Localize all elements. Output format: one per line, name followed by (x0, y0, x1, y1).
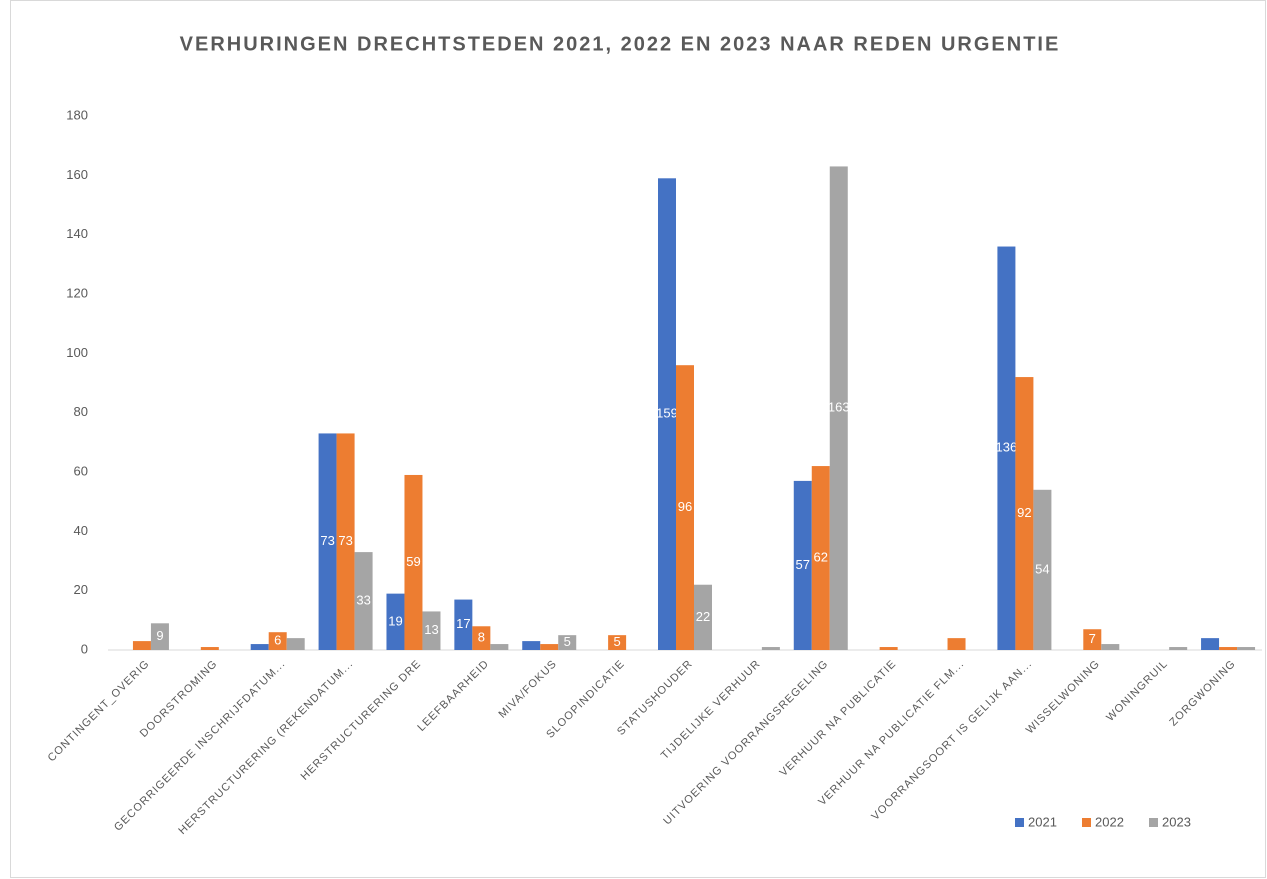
bar (694, 584, 712, 650)
data-label: 9 (156, 628, 163, 643)
y-tick-label: 140 (66, 226, 88, 241)
y-tick-label: 40 (74, 523, 88, 538)
data-label: 8 (478, 630, 485, 645)
bar (540, 644, 559, 650)
legend-swatch (1149, 818, 1158, 827)
bar (150, 623, 169, 650)
data-label: 5 (614, 634, 621, 649)
data-label: 5 (564, 634, 571, 649)
bar (658, 178, 676, 651)
bar (997, 246, 1016, 651)
x-tick-label: DOORSTROMING (138, 658, 220, 740)
bar (947, 638, 966, 650)
x-tick-label: CONTINGENT_OVERIG (46, 658, 153, 765)
bar (1101, 644, 1120, 650)
bar (1015, 377, 1034, 650)
y-tick-label: 160 (66, 167, 88, 182)
bar (1201, 638, 1220, 650)
data-label: 163 (828, 400, 850, 415)
y-tick-label: 100 (66, 345, 88, 360)
chart-border (10, 0, 1266, 878)
y-tick-label: 0 (81, 641, 88, 656)
bar (522, 641, 541, 650)
bar (676, 365, 694, 650)
data-label: 62 (814, 549, 828, 564)
x-tick-label: HERSTRUCTURERING DRE (299, 658, 424, 783)
legend-label: 2022 (1095, 814, 1124, 829)
bar (422, 611, 441, 650)
bar (761, 647, 780, 650)
bar (829, 166, 848, 650)
bar (879, 647, 898, 650)
x-tick-label: MIVA/FOKUS (496, 658, 559, 721)
data-label: 13 (424, 622, 438, 637)
bar (318, 433, 337, 650)
bar (1237, 647, 1256, 650)
bar (268, 632, 287, 650)
x-tick-label: VERHUUR NA PUBLICATIE FLM... (816, 658, 966, 808)
data-label: 96 (678, 499, 692, 514)
data-label: 57 (796, 557, 810, 572)
data-label: 159 (656, 406, 678, 421)
data-label: 73 (320, 533, 334, 548)
data-label: 6 (274, 633, 281, 648)
x-tick-label: VOORRANGSOORT IS GELIJK AAN... (869, 658, 1034, 823)
x-tick-label: STATUSHOUDER (615, 658, 695, 738)
chart-title: VERHURINGEN DRECHTSTEDEN 2021, 2022 EN 2… (180, 33, 1061, 55)
x-tick-label: WISSELWONING (1024, 658, 1103, 737)
data-label: 22 (696, 609, 710, 624)
y-tick-label: 80 (74, 404, 88, 419)
bar (472, 626, 491, 650)
bar (386, 593, 405, 650)
bar (1169, 647, 1188, 650)
data-label: 59 (406, 554, 420, 569)
bar (793, 480, 812, 650)
bar (1033, 489, 1052, 650)
legend-label: 2023 (1162, 814, 1191, 829)
data-label: 73 (338, 533, 352, 548)
bar (811, 466, 830, 650)
bar (250, 644, 269, 650)
data-label: 136 (996, 440, 1018, 455)
y-tick-label: 20 (74, 582, 88, 597)
legend-swatch (1082, 818, 1091, 827)
data-label: 7 (1089, 631, 1096, 646)
bar (1083, 629, 1102, 650)
y-tick-label: 120 (66, 285, 88, 300)
data-label: 92 (1017, 505, 1031, 520)
x-tick-label: ZORGWONING (1167, 658, 1238, 729)
legend-label: 2021 (1028, 814, 1057, 829)
bar (132, 641, 151, 650)
bar (404, 474, 423, 650)
bar (454, 599, 473, 650)
x-tick-label: VERHUUR NA PUBLICATIE (778, 658, 899, 779)
bar (200, 647, 219, 650)
legend-swatch (1015, 818, 1024, 827)
bar (558, 635, 577, 650)
data-label: 54 (1035, 561, 1049, 576)
data-label: 17 (456, 616, 470, 631)
bar (1219, 647, 1238, 650)
bar (286, 638, 305, 650)
bar (354, 552, 373, 650)
data-label: 19 (388, 613, 402, 628)
data-label: 33 (356, 592, 370, 607)
y-tick-label: 60 (74, 463, 88, 478)
bar (608, 635, 627, 650)
y-tick-label: 180 (66, 107, 88, 122)
x-tick-label: LEEFBAARHEID (415, 658, 491, 734)
bar (336, 433, 355, 650)
x-tick-label: WONINGRUIL (1104, 658, 1170, 724)
bar (490, 644, 509, 650)
